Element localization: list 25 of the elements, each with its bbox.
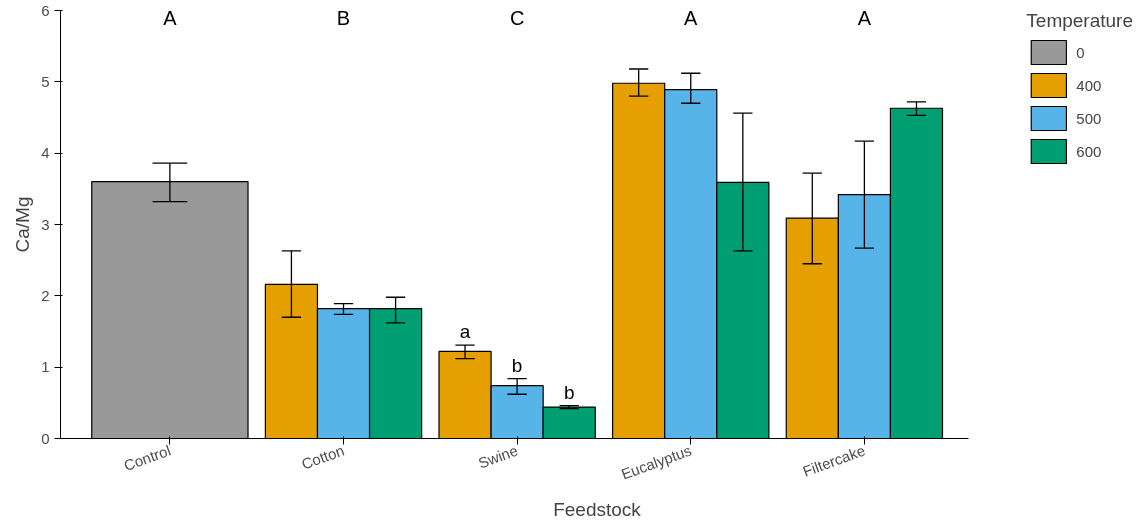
y-tick-label: 4 xyxy=(41,144,50,162)
annotation: C xyxy=(509,6,525,29)
annotation: b xyxy=(511,354,523,376)
y-tick-label: 0 xyxy=(41,429,50,447)
legend-label: 600 xyxy=(1076,142,1102,160)
y-tick-label: 2 xyxy=(41,286,50,304)
annotation: a xyxy=(459,321,471,343)
x-tick-label: Cotton xyxy=(299,441,347,473)
annotation: A xyxy=(684,6,699,29)
annotation: b xyxy=(563,381,575,403)
y-axis-title: Ca/Mg xyxy=(12,196,34,253)
y-tick-label: 3 xyxy=(41,215,50,233)
x-tick-label: Swine xyxy=(475,441,521,472)
annotation: A xyxy=(857,6,872,29)
annotation: A xyxy=(163,6,178,29)
y-tick-label: 6 xyxy=(41,1,50,19)
legend-label: 400 xyxy=(1076,76,1102,94)
y-tick-label: 1 xyxy=(41,358,50,376)
legend-title: Temperature xyxy=(1026,10,1133,32)
legend-label: 0 xyxy=(1076,43,1086,61)
annotation: B xyxy=(336,6,351,29)
legend-label: 500 xyxy=(1076,109,1102,127)
y-tick-label: 5 xyxy=(41,72,50,90)
x-axis-title: Feedstock xyxy=(553,498,642,520)
x-tick-label: Control xyxy=(121,441,173,475)
